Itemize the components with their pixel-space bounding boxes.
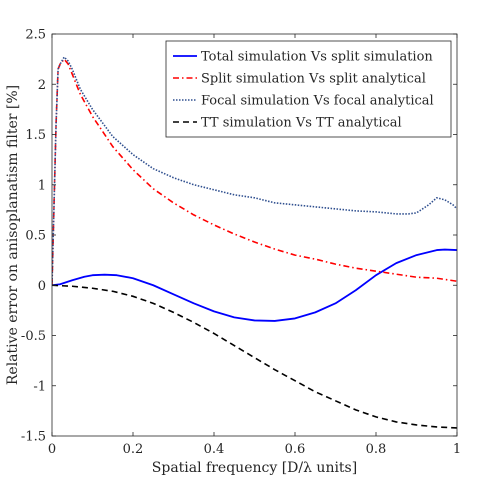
y-tick-label: 2 (38, 78, 46, 93)
plot-area (52, 56, 457, 429)
legend-label-2: Split simulation Vs split analytical (201, 72, 426, 87)
series-line-1 (52, 248, 457, 322)
x-tick-label: 0.6 (285, 442, 306, 457)
legend-label-3: Focal simulation Vs focal analytical (201, 94, 434, 109)
y-tick-label: 1 (38, 178, 46, 193)
x-tick-label: 0.2 (123, 442, 144, 457)
y-tick-label: -0.5 (21, 329, 46, 344)
y-tick-label: 0.5 (25, 229, 46, 244)
legend: Total simulation Vs split simulation Spli… (165, 40, 452, 138)
legend-box (165, 40, 452, 138)
x-tick-label: 0 (48, 442, 56, 457)
y-tick-label: -1.5 (21, 430, 46, 445)
series-line-2 (52, 58, 457, 286)
x-axis-label: Spatial frequency [D/λ units] (152, 460, 357, 476)
y-tick-label: -1 (33, 379, 46, 394)
y-axis-label: Relative error on anisoplanatism filter … (5, 85, 21, 385)
y-tick-label: 2.5 (25, 28, 46, 43)
x-tick-label: 0.8 (366, 442, 387, 457)
series-line-3 (52, 56, 457, 286)
legend-label-4: TT simulation Vs TT analytical (201, 116, 402, 131)
y-tick-label: 1.5 (25, 128, 46, 143)
y-tick-label: 0 (38, 279, 46, 294)
x-tick-label: 1 (453, 442, 461, 457)
axes: 0 0.2 0.4 0.6 0.8 1 -1.5 -1 -0.5 0 0.5 1 1.5 2 2.5 (21, 28, 461, 458)
legend-label-1: Total simulation Vs split simulation (201, 50, 433, 65)
x-tick-label: 0.4 (204, 442, 225, 457)
